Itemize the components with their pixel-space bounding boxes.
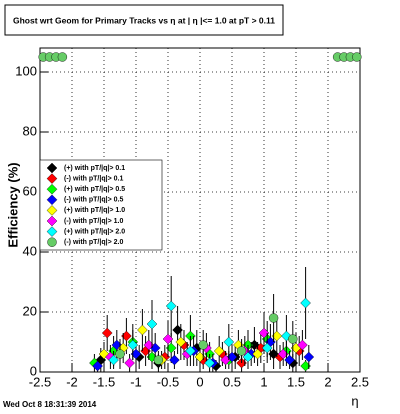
legend-label: (-) with pT/|q|> 2.0 (64, 239, 123, 246)
legend-item: (-) with pT/|q|> 2.0 (47, 237, 123, 247)
x-tick-label: 1 (260, 374, 267, 389)
legend-item: (+) with pT/|q|> 2.0 (46, 226, 125, 237)
legend-label: (+) with pT/|q|> 2.0 (64, 228, 125, 235)
legend-label: (-) with pT/|q|> 1.0 (64, 218, 123, 225)
legend-item: (+) with pT/|q|> 0.5 (46, 183, 125, 195)
marker (46, 226, 58, 237)
legend: (+) with pT/|q|> 0.1 (-) with pT/|q|> 0.1… (39, 159, 163, 251)
marker (47, 237, 57, 247)
x-tick-label: 2.5 (351, 374, 369, 389)
marker (204, 357, 215, 369)
x-tick-label: 0 (196, 374, 203, 389)
x-tick-label: 2 (324, 374, 331, 389)
x-tick-label: 1.5 (287, 374, 305, 389)
y-tick-label: 40 (23, 243, 37, 258)
marker (352, 52, 362, 62)
marker (261, 342, 273, 354)
marker (101, 327, 113, 339)
marker (46, 194, 58, 206)
y-tick-label: 60 (23, 183, 37, 198)
legend-label: (+) with pT/|q|> 0.5 (64, 186, 125, 193)
marker (115, 349, 125, 359)
chart-title: Ghost wrt Geom for Primary Tracks vs η a… (13, 15, 275, 25)
title-box (4, 4, 284, 36)
legend-item: (-) with pT/|q|> 0.5 (46, 194, 123, 206)
legend-item: (+) with pT/|q|> 0.1 (46, 162, 125, 174)
x-tick-label: -0.5 (157, 374, 179, 389)
marker (162, 333, 174, 345)
marker (153, 355, 164, 365)
marker (242, 351, 254, 363)
footer: Wed Oct 8 18:31:39 2014 (3, 400, 97, 409)
x-axis-label: η (351, 393, 358, 408)
legend-item: (-) with pT/|q|> 0.1 (46, 173, 123, 184)
marker (175, 336, 187, 348)
marker (288, 334, 298, 344)
legend-item: (+) with pT/|q|> 1.0 (46, 205, 125, 216)
marker (108, 354, 119, 366)
legend-label: (-) with pT/|q|> 0.1 (64, 175, 123, 182)
marker (46, 205, 58, 216)
marker (258, 327, 270, 339)
marker (198, 340, 208, 350)
marker (236, 346, 247, 356)
marker (92, 360, 103, 372)
marker (127, 339, 139, 351)
legend-label: (-) with pT/|q|> 0.5 (64, 197, 123, 204)
legend-label: (+) with pT/|q|> 0.1 (64, 165, 125, 172)
x-tick-label: -1 (130, 374, 142, 389)
marker (46, 173, 58, 184)
x-tick-label: -2 (66, 374, 78, 389)
y-tick-label: 20 (23, 303, 37, 318)
marker (46, 215, 58, 227)
y-axis-label: Efficiency (%) (5, 162, 20, 247)
y-tick-label: 0 (30, 363, 37, 378)
marker (223, 336, 235, 348)
marker (284, 354, 295, 366)
marker (169, 354, 180, 366)
marker (303, 351, 315, 363)
marker (297, 339, 308, 351)
y-tick-label: 100 (15, 63, 37, 78)
marker (46, 183, 58, 195)
marker (46, 162, 58, 174)
x-tick-label: 0.5 (223, 374, 241, 389)
x-tick-label: -2.5 (29, 374, 51, 389)
marker (146, 318, 158, 330)
marker (268, 313, 279, 323)
marker (165, 300, 177, 312)
legend-item: (-) with pT/|q|> 1.0 (46, 215, 123, 227)
marker (213, 345, 225, 357)
legend-box (39, 159, 163, 251)
y-tick-label: 80 (23, 123, 37, 138)
marker (137, 324, 148, 336)
legend-label: (+) with pT/|q|> 1.0 (64, 207, 125, 214)
marker (57, 52, 68, 62)
marker (185, 345, 196, 357)
marker (252, 348, 263, 360)
x-tick-label: -1.5 (93, 374, 115, 389)
marker (124, 357, 135, 369)
marker (300, 297, 311, 309)
